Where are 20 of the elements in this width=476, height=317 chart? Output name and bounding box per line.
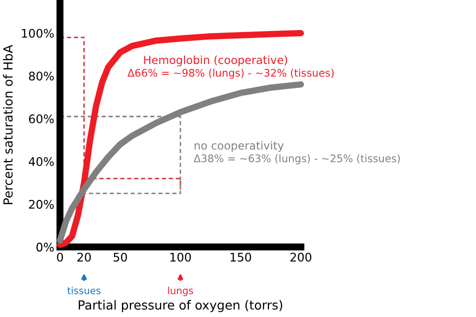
y-tick-label: 0% — [36, 242, 54, 252]
annotation: Δ66% = ~98% (lungs) - ~32% (tissues) — [127, 68, 334, 79]
y-tick-label: 40% — [28, 157, 54, 166]
y-tick-label: 20% — [29, 200, 54, 209]
text: no cooperativity — [194, 141, 284, 152]
x-tick-label: 100 — [170, 252, 191, 262]
x-tick-label: 150 — [230, 252, 252, 262]
x-tick-label: 200 — [290, 252, 312, 262]
x-tick-label: 20 — [77, 252, 91, 262]
y-tick-label: 80% — [28, 72, 54, 81]
y-tick-label: 100% — [22, 28, 54, 38]
y-tick-label: 60% — [29, 114, 54, 124]
x-tick-label: 50 — [114, 252, 127, 262]
x-tick-label: 0 — [57, 252, 63, 262]
text: tissues — [67, 286, 101, 294]
annotation: Δ38% = ~63% (lungs) - ~25% (tissues) — [194, 154, 400, 164]
y-axis-title: Percent saturation of HbA — [3, 44, 13, 204]
series-label: Hemoglobin (cooperative) — [144, 56, 288, 66]
text: lungs — [168, 286, 194, 296]
x-axis-title: Partial pressure of oxygen (torrs) — [78, 300, 282, 312]
